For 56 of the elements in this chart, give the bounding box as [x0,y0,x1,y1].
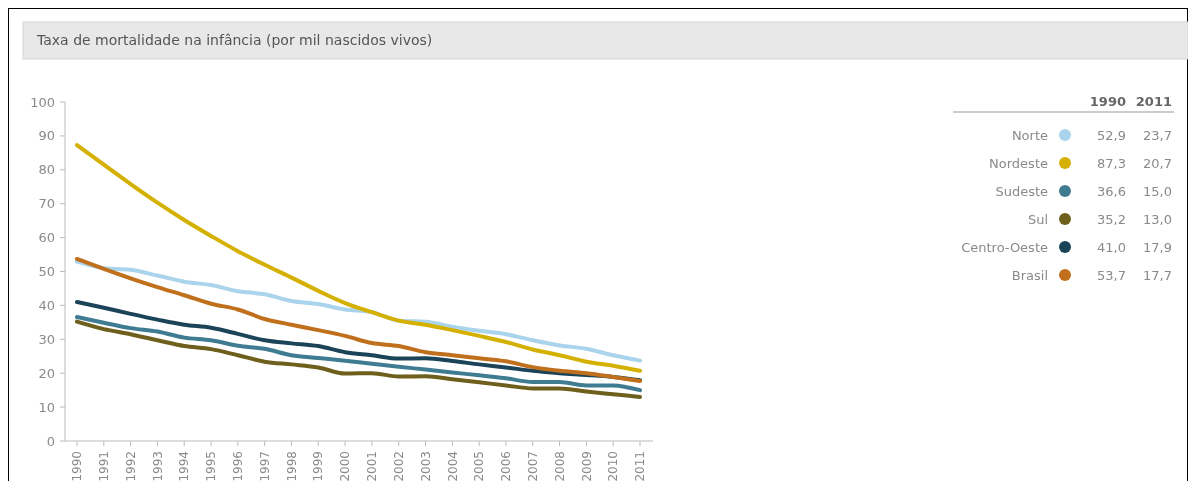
x-tick-label: 1990 [70,451,85,482]
text: 15,0 [1143,183,1172,199]
y-tick-label: 30 [38,331,55,347]
x-tick-label: 2003 [418,451,433,482]
x-tick-label: 2006 [499,451,514,482]
text: 53,7 [1097,267,1126,283]
y-tick-label: 40 [38,297,55,313]
line-series [75,143,642,373]
legend-label: Sul [1027,211,1048,227]
x-tick-label: 1997 [257,451,272,482]
category-label: 2011 [1135,94,1172,109]
text: 36,6 [1097,183,1126,199]
text: 20,7 [1143,155,1172,171]
x-tick-label: 1999 [311,451,326,482]
text: 23,7 [1143,127,1172,143]
x-tick-label: 2007 [525,451,540,482]
y-tick-label: 60 [38,230,55,246]
chart-title: Taxa de mortalidade na infância (por mil nascidos vivos) [36,32,433,48]
y-tick-label: 70 [38,196,55,212]
y-tick-label: 10 [38,399,55,415]
y-tick-label: 50 [38,264,55,280]
legend-label: Sudeste [995,183,1048,199]
x-tick-label: 1993 [150,451,165,482]
x-tick-label: 1996 [231,451,246,482]
text: 52,9 [1097,127,1126,143]
legend-label: Nordeste [989,155,1048,171]
x-tick-label: 2000 [338,451,353,482]
x-tick-label: 1991 [97,451,112,482]
x-tick-label: 2002 [391,451,406,482]
x-tick-label: 1995 [204,451,219,482]
x-tick-label: 2009 [579,451,594,482]
x-tick-label: 1998 [284,451,299,482]
y-tick-label: 20 [38,365,55,381]
y-tick-label: 0 [46,433,55,449]
x-tick-label: 2005 [472,451,487,482]
text: 41,0 [1097,239,1126,255]
y-tick-label: 90 [38,128,55,144]
text: 17,9 [1143,239,1172,255]
x-tick-label: 1994 [177,451,192,482]
text: 87,3 [1097,155,1126,171]
line-series [75,256,642,383]
legend-label: Norte [1011,127,1048,143]
x-tick-label: 2001 [365,451,380,482]
legend-label: Brasil [1011,267,1048,283]
text: 13,0 [1143,211,1172,227]
x-tick-label: 1992 [123,451,138,482]
x-tick-label: 2010 [606,451,621,482]
y-tick-label: 100 [30,94,55,110]
text: 35,2 [1097,211,1126,227]
x-tick-label: 2004 [445,451,460,482]
x-tick-label: 2008 [552,451,567,482]
x-tick-label: 2011 [633,451,648,482]
text: 17,7 [1143,267,1172,283]
legend-label: Centro-Oeste [961,239,1048,255]
category-label: 1990 [1089,94,1126,109]
y-tick-label: 80 [38,162,55,178]
